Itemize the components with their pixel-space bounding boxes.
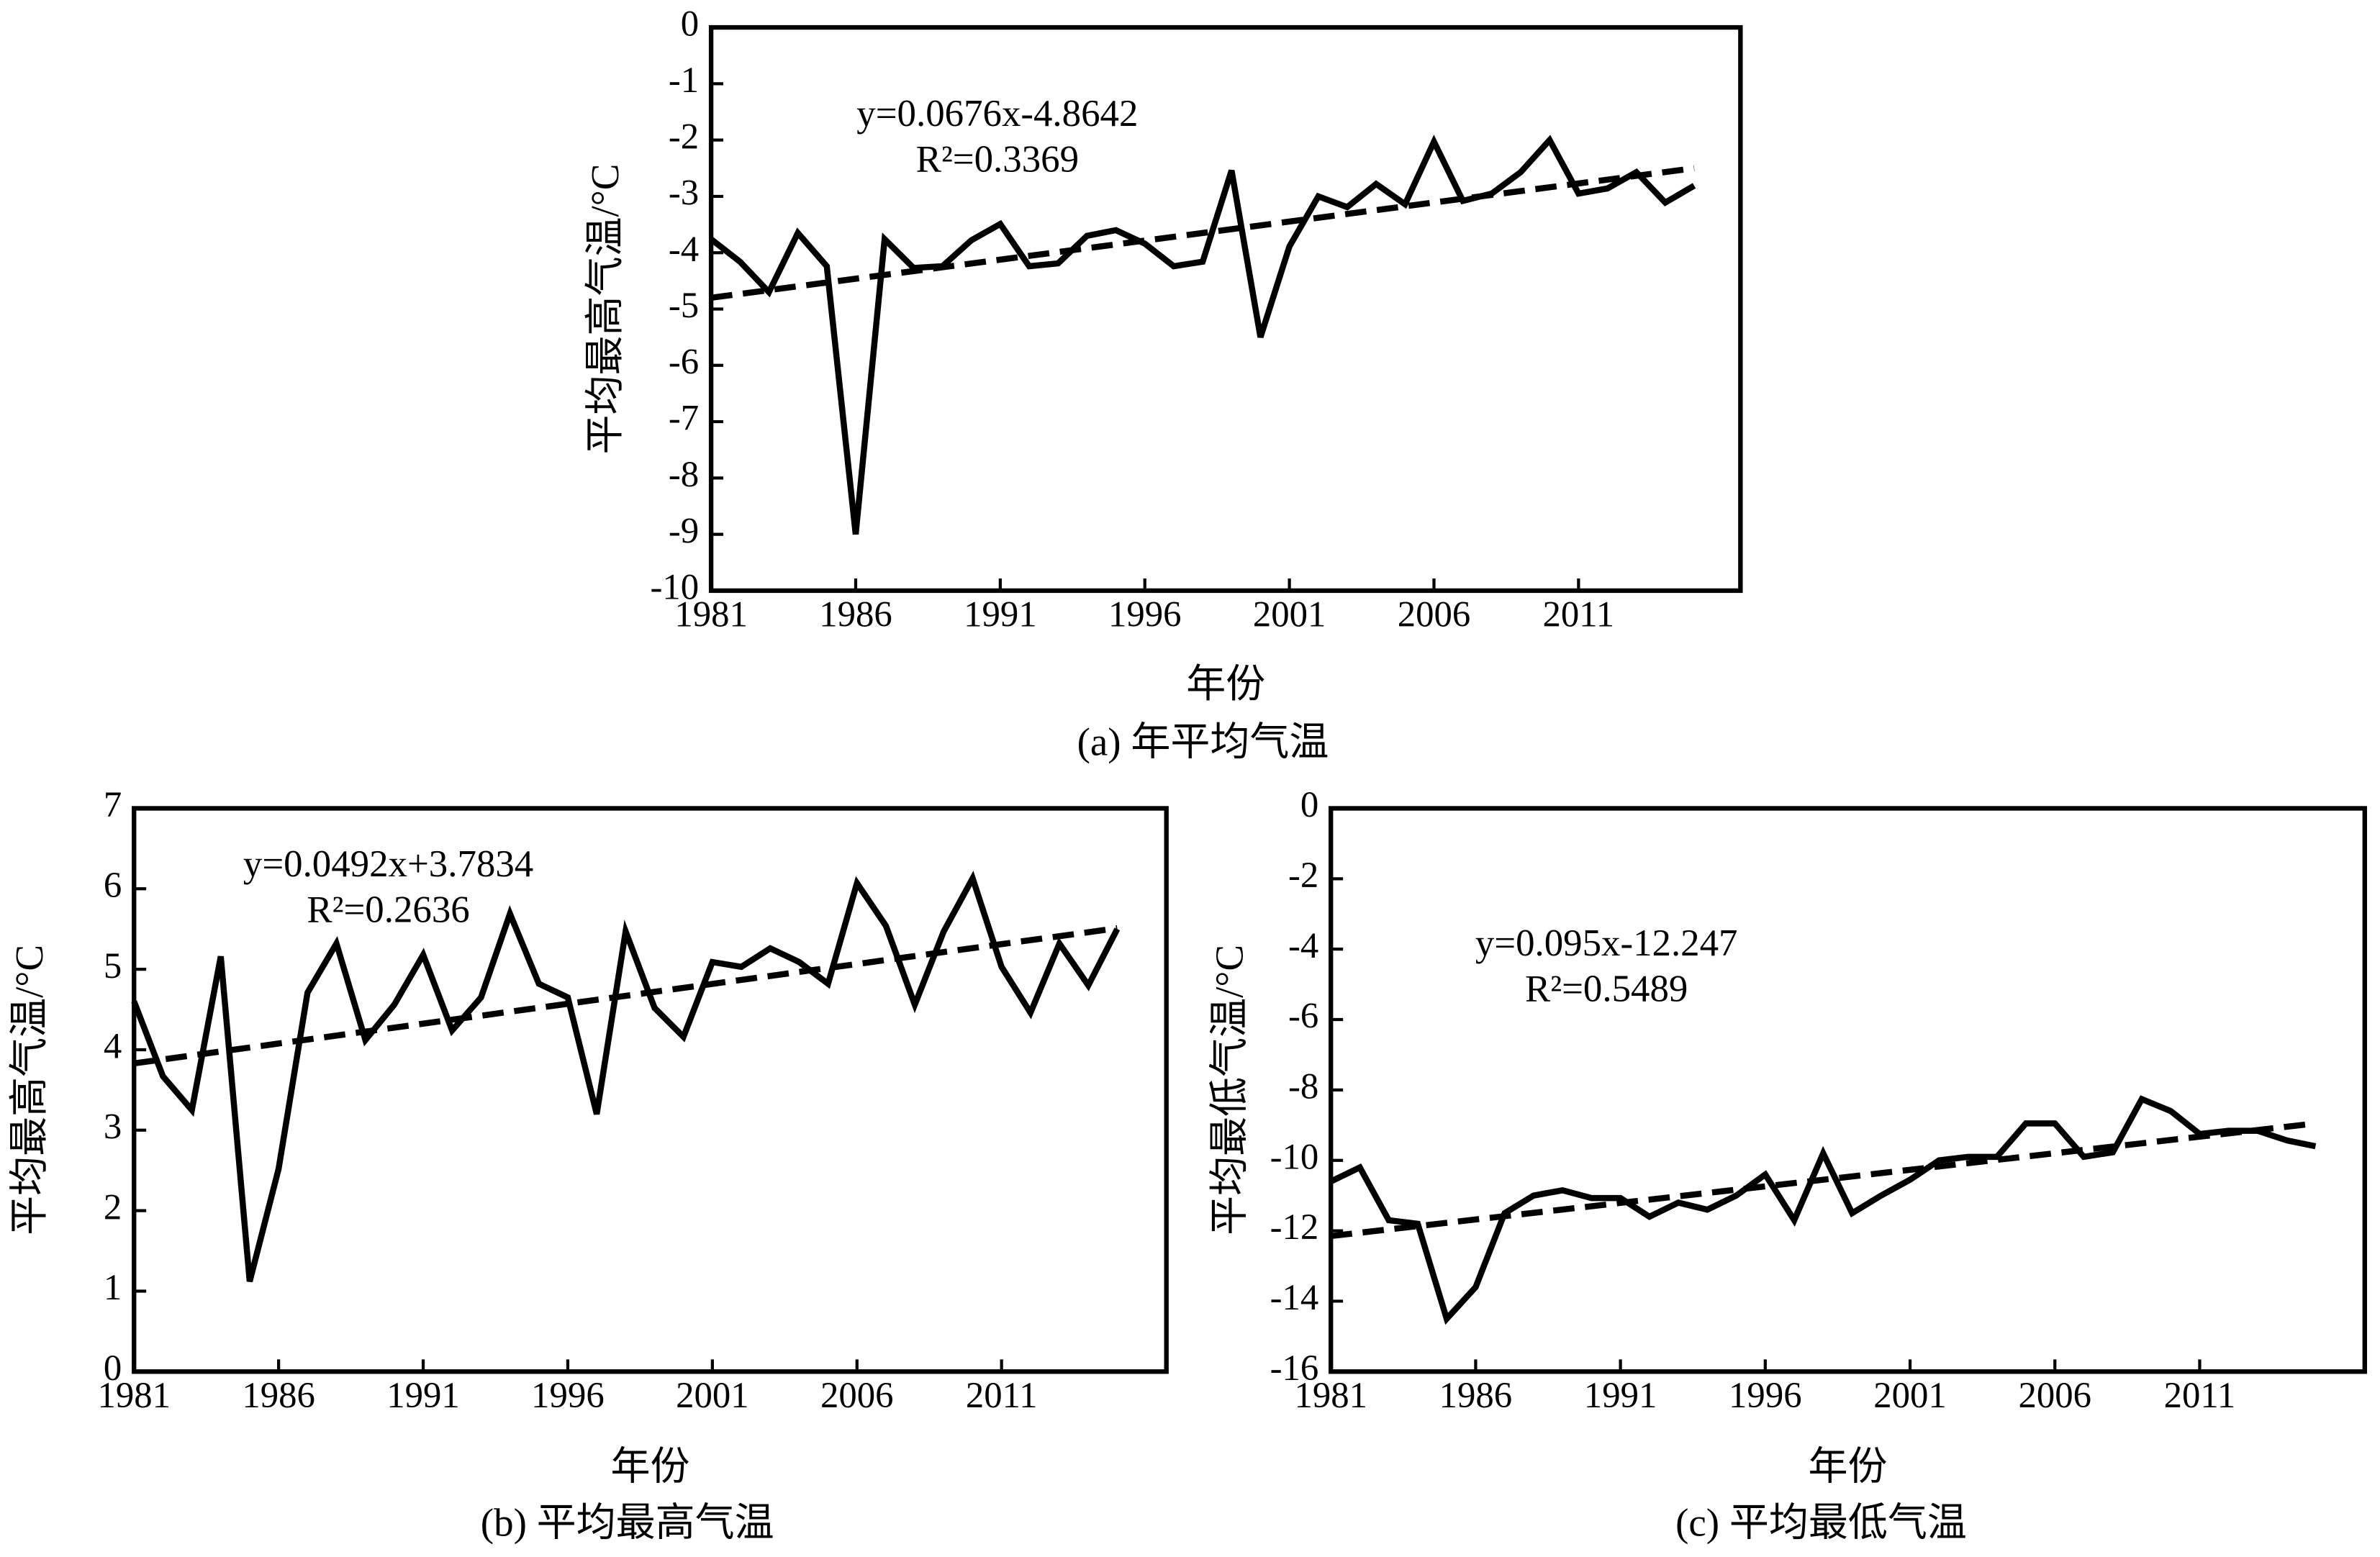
y-tick-label: 5 — [104, 945, 122, 986]
y-tick-label: -2 — [669, 116, 699, 156]
x-tick-label: 1991 — [386, 1375, 460, 1415]
y-tick-label: 0 — [1300, 784, 1318, 825]
x-tick-label: 2006 — [820, 1375, 894, 1415]
y-tick-label: -7 — [669, 398, 699, 438]
equation: y=0.0492x+3.7834 — [243, 843, 533, 885]
y-tick-label: 2 — [104, 1186, 122, 1227]
x-tick-label: 1986 — [1439, 1375, 1513, 1415]
y-tick-label: -4 — [669, 229, 699, 269]
y-tick-label: -14 — [1270, 1277, 1319, 1317]
trend-line — [710, 165, 1695, 301]
y-axis-label: 平均最高气温/°C — [7, 945, 51, 1235]
y-tick-label: -6 — [669, 341, 699, 381]
x-tick-label: 1991 — [1584, 1375, 1657, 1415]
x-tick-label: 2001 — [1873, 1375, 1947, 1415]
x-axis-label: 年份 — [1186, 662, 1265, 706]
data-line — [1329, 1095, 2317, 1325]
y-tick-label: 0 — [681, 4, 699, 44]
x-tick-label: 1986 — [819, 594, 892, 635]
y-tick-label: -10 — [650, 567, 699, 607]
x-tick-label: 2001 — [676, 1375, 749, 1415]
x-axis-label: 年份 — [1809, 1444, 1888, 1488]
equation: R²=0.5489 — [1525, 968, 1688, 1010]
y-tick-label: -4 — [1288, 925, 1318, 966]
y-tick-label: -3 — [669, 173, 699, 213]
trend-line — [1330, 1120, 2316, 1240]
y-tick-label: -8 — [1288, 1066, 1318, 1107]
equation: y=0.0676x-4.8642 — [856, 93, 1138, 135]
y-tick-label: 0 — [104, 1348, 122, 1388]
y-tick-label: 7 — [104, 784, 122, 825]
x-tick-label: 2006 — [1398, 594, 1471, 635]
y-tick-label: -16 — [1270, 1348, 1319, 1388]
x-tick-label: 2011 — [966, 1375, 1038, 1415]
x-tick-label: 1996 — [531, 1375, 605, 1415]
plot-frame — [1329, 806, 2367, 1374]
x-tick-label: 2001 — [1253, 594, 1326, 635]
x-tick-label: 1981 — [674, 594, 748, 635]
y-tick-label: -10 — [1270, 1136, 1319, 1176]
y-tick-label: 3 — [104, 1106, 122, 1146]
y-tick-label: -9 — [669, 510, 699, 550]
y-tick-label: -12 — [1270, 1207, 1319, 1247]
y-tick-label: -5 — [669, 285, 699, 325]
y-tick-label: 1 — [104, 1267, 122, 1307]
y-tick-label: -1 — [669, 60, 699, 100]
x-tick-label: 1996 — [1729, 1375, 1802, 1415]
x-axis-label: 年份 — [610, 1444, 689, 1488]
caption: (a) 年平均气温 — [1077, 720, 1329, 763]
plot-frame — [132, 806, 1169, 1374]
y-tick-label: 4 — [104, 1026, 122, 1066]
data-line — [709, 135, 1696, 535]
caption: (b) 平均最高气温 — [481, 1501, 774, 1545]
y-axis-label: 平均最高气温/°C — [583, 164, 627, 455]
x-tick-label: 1981 — [1294, 1375, 1367, 1415]
x-tick-label: 1986 — [242, 1375, 315, 1415]
trend-line — [133, 925, 1118, 1067]
x-tick-label: 2011 — [1543, 594, 1615, 635]
y-tick-label: 6 — [104, 865, 122, 905]
equation: R²=0.3369 — [916, 139, 1079, 181]
x-tick-label: 2011 — [2164, 1375, 2236, 1415]
y-axis-label: 平均最低气温/°C — [1207, 945, 1251, 1235]
data-line — [131, 871, 1121, 1283]
y-tick-label: -6 — [1288, 996, 1318, 1036]
caption: (c) 平均最低气温 — [1675, 1501, 1967, 1545]
x-tick-label: 1991 — [964, 594, 1037, 635]
equation: R²=0.2636 — [307, 889, 469, 931]
y-tick-label: -2 — [1288, 855, 1318, 895]
equation: y=0.095x-12.247 — [1475, 922, 1738, 964]
x-tick-label: 2006 — [2018, 1375, 2091, 1415]
y-tick-label: -8 — [669, 454, 699, 494]
x-tick-label: 1996 — [1108, 594, 1182, 635]
x-tick-label: 1981 — [97, 1375, 171, 1415]
